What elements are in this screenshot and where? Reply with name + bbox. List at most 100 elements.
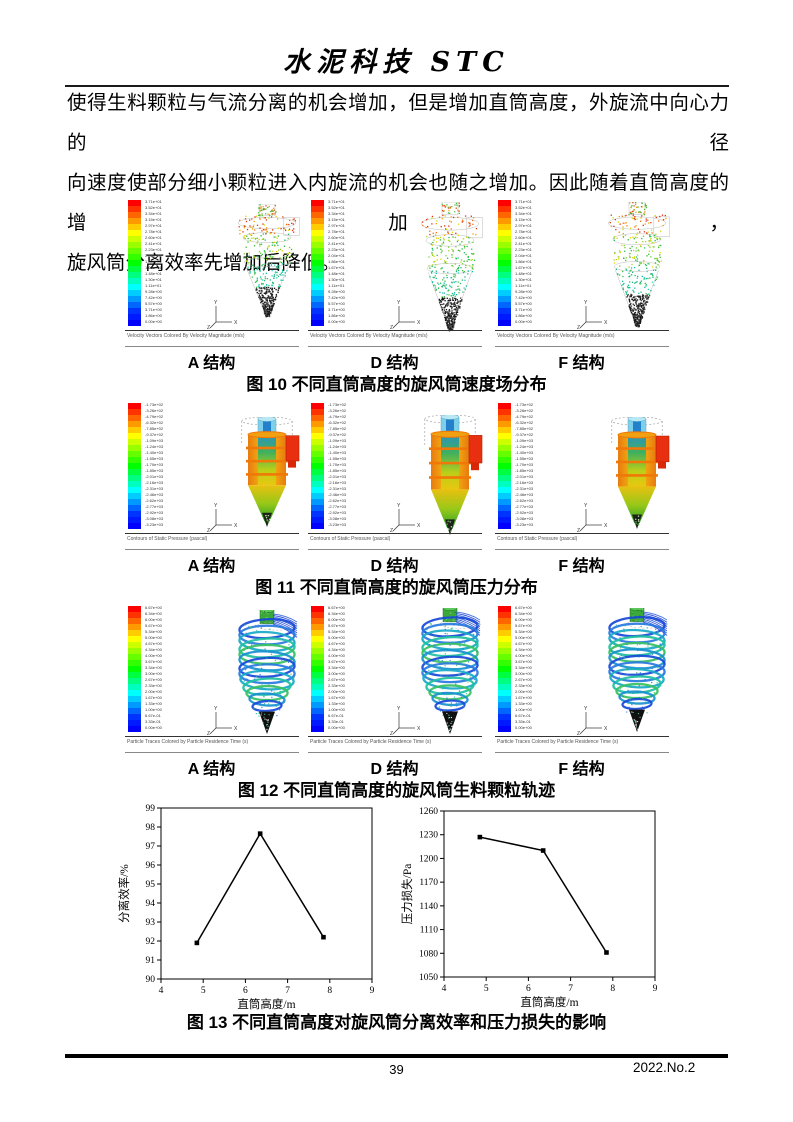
legend-colorbar: -1.73e+02 -3.26e+02 -4.79e+02 -6.32e+02 -7.8… [128, 403, 190, 530]
legend-color-swatch [498, 403, 511, 409]
legend-value-label: -1.55e+03 [328, 456, 347, 461]
legend-color-swatch [498, 517, 511, 523]
legend-value-label: 6.00e+00 [515, 617, 532, 622]
legend-color-swatch [498, 212, 511, 218]
legend-value-label: -2.46e+03 [145, 492, 164, 497]
legend-value-label: 4.67e+00 [145, 641, 162, 646]
legend-color-swatch [498, 224, 511, 230]
figure13-caption: 图 13 不同直筒高度对旋风筒分离效率和压力损失的影响 [186, 1013, 607, 1032]
legend-color-swatch [311, 726, 324, 732]
legend-color-swatch [128, 624, 141, 630]
legend-color-swatch [311, 714, 324, 720]
legend-color-swatch [311, 439, 324, 445]
legend-color-swatch [311, 612, 324, 618]
legend-color-swatch [311, 487, 324, 493]
legend-value-label: 3.71e+01 [328, 199, 345, 204]
cyclone-traces-figure [608, 608, 668, 732]
legend-value-label: 1.67e+00 [515, 695, 532, 700]
legend-value-label: 1.11e+01 [145, 283, 162, 288]
legend-color-swatch [498, 636, 511, 642]
svg-text:X: X [234, 320, 238, 326]
structure-label-a: A 结构 [187, 761, 236, 778]
svg-text:Z: Z [207, 325, 210, 330]
legend-color-swatch [311, 218, 324, 224]
legend-colorbar: 6.67e+00 6.34e+00 6.00e+00 5.67e+00 5.34e+00… [311, 606, 373, 733]
legend-color-swatch [311, 499, 324, 505]
axis-triad-icon: Y X Z [577, 300, 608, 330]
legend-value-label: -2.16e+03 [328, 480, 347, 485]
svg-text:7: 7 [568, 984, 573, 994]
svg-text:X: X [604, 320, 608, 326]
legend-value-label: 3.67e+00 [515, 659, 532, 664]
structure-label-f: F 结构 [558, 558, 605, 575]
legend-value-label: 2.33e+00 [328, 683, 345, 688]
legend-color-swatch [311, 606, 324, 612]
panel-caption-text: Velocity Vectors Colored By Velocity Mag… [127, 333, 245, 339]
legend-value-label: -2.62e+03 [145, 498, 164, 503]
legend-color-swatch [498, 481, 511, 487]
legend-color-swatch [128, 469, 141, 475]
legend-color-swatch [498, 469, 511, 475]
legend-value-label: -1.73e+02 [145, 402, 164, 407]
legend-value-label: 1.86e+01 [145, 259, 162, 264]
legend-color-swatch [498, 302, 511, 308]
legend-value-label: -1.09e+03 [328, 438, 347, 443]
legend-color-swatch [498, 630, 511, 636]
svg-text:93: 93 [146, 918, 156, 928]
legend-color-swatch [128, 206, 141, 212]
legend-color-swatch [498, 433, 511, 439]
legend-value-label: 6.67e-01 [145, 713, 161, 718]
svg-text:1080: 1080 [419, 949, 438, 959]
legend-color-swatch [498, 618, 511, 624]
legend-value-label: 6.34e+00 [515, 611, 532, 616]
legend-color-swatch [498, 720, 511, 726]
legend-color-swatch [128, 427, 141, 433]
legend-color-swatch [311, 654, 324, 660]
legend-color-swatch [498, 654, 511, 660]
legend-color-swatch [128, 517, 141, 523]
axis-triad-icon: Y X Z [577, 706, 608, 736]
figure10-caption: 图 10 不同直筒高度的旋风筒速度场分布 [246, 375, 547, 394]
legend-value-label: -1.70e+03 [328, 462, 347, 467]
legend-color-swatch [311, 648, 324, 654]
svg-text:7: 7 [285, 986, 290, 996]
legend-color-swatch [311, 242, 324, 248]
axis-triad-icon: Y X Z [577, 503, 608, 533]
legend-value-label: -1.40e+03 [328, 450, 347, 455]
cyclone-traces-figure [238, 610, 298, 734]
legend-value-label: 3.71e+00 [145, 307, 162, 312]
legend-value-label: -3.26e+02 [328, 408, 347, 413]
legend-value-label: 2.00e+00 [328, 689, 345, 694]
legend-value-label: -3.23e+03 [328, 522, 347, 527]
legend-value-label: 5.00e+00 [515, 635, 532, 640]
legend-value-label: 1.33e+00 [515, 701, 532, 706]
legend-color-swatch [311, 678, 324, 684]
legend-color-swatch [311, 517, 324, 523]
legend-color-swatch [128, 612, 141, 618]
svg-text:5: 5 [201, 986, 206, 996]
legend-color-swatch [498, 708, 511, 714]
svg-text:X: X [604, 726, 608, 732]
legend-value-label: 3.34e+00 [515, 665, 532, 670]
legend-value-label: 0.00e+00 [145, 725, 162, 730]
legend-value-label: -3.08e+03 [515, 516, 534, 521]
legend-color-swatch [128, 314, 141, 320]
cyclone-pressure-figure [611, 417, 670, 529]
legend-value-label: 3.33e-01 [145, 719, 161, 724]
legend-value-label: 5.57e+00 [145, 301, 162, 306]
legend-color-swatch [498, 505, 511, 511]
legend-value-label: 0.00e+00 [515, 725, 532, 730]
legend-value-label: 9.28e+00 [515, 289, 532, 294]
legend-color-swatch [311, 672, 324, 678]
svg-text:直筒高度/m: 直筒高度/m [237, 997, 295, 1010]
legend-color-swatch [128, 648, 141, 654]
legend-color-swatch [498, 487, 511, 493]
svg-text:6: 6 [243, 986, 248, 996]
structure-label-d: D 结构 [370, 355, 419, 372]
legend-value-label: 6.67e+00 [328, 605, 345, 610]
svg-text:96: 96 [146, 861, 156, 871]
legend-value-label: -2.31e+03 [145, 486, 164, 491]
legend-color-swatch [128, 714, 141, 720]
legend-value-label: -7.85e+02 [145, 426, 164, 431]
legend-color-swatch [128, 642, 141, 648]
